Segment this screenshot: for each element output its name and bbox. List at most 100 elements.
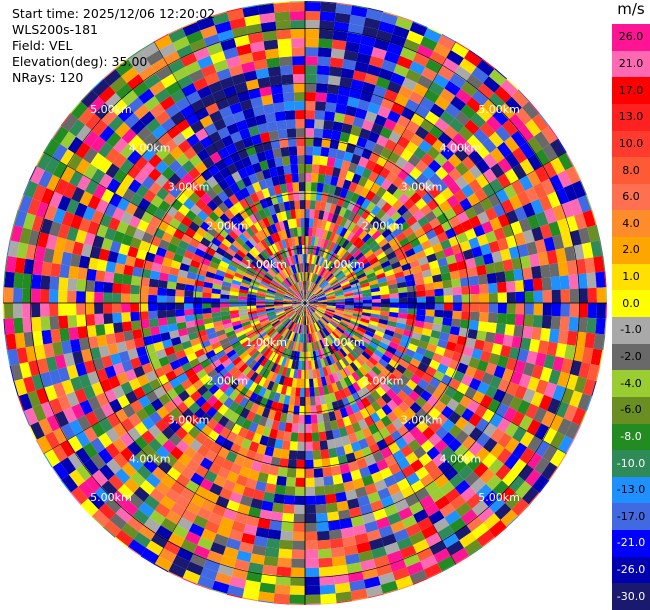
velocity-bin xyxy=(153,254,165,265)
velocity-bin xyxy=(533,457,550,475)
velocity-bin xyxy=(349,234,359,244)
velocity-bin xyxy=(181,408,194,421)
velocity-bin xyxy=(222,508,238,521)
velocity-bin xyxy=(312,450,322,460)
velocity-bin xyxy=(323,286,332,292)
velocity-bin xyxy=(443,295,453,303)
velocity-bin xyxy=(75,431,91,448)
velocity-bin xyxy=(305,173,312,183)
velocity-bin xyxy=(522,362,535,377)
velocity-bin xyxy=(83,426,98,443)
velocity-bin xyxy=(280,259,287,269)
velocity-bin xyxy=(429,50,447,66)
velocity-bin xyxy=(381,367,393,378)
velocity-bin xyxy=(356,52,372,65)
velocity-bin xyxy=(184,284,195,292)
colorbar-tick-label: 0.0 xyxy=(622,296,640,310)
velocity-bin xyxy=(354,226,365,237)
velocity-bin xyxy=(49,276,60,291)
velocity-bin xyxy=(332,121,344,132)
velocity-bin xyxy=(302,290,305,300)
velocity-bin xyxy=(434,400,447,414)
velocity-bin xyxy=(149,270,161,280)
velocity-bin xyxy=(292,65,305,75)
velocity-bin xyxy=(429,103,445,118)
velocity-bin xyxy=(300,290,304,300)
colorbar-tick-label: -26.0 xyxy=(616,563,646,577)
velocity-bin xyxy=(184,60,201,75)
velocity-bin xyxy=(288,276,294,285)
velocity-bin xyxy=(305,414,312,424)
velocity-bin xyxy=(335,3,353,15)
velocity-bin xyxy=(240,407,251,419)
velocity-bin xyxy=(376,345,387,355)
velocity-bin xyxy=(44,431,60,449)
velocity-bin xyxy=(441,173,455,188)
velocity-bin xyxy=(361,261,371,270)
velocity-bin xyxy=(316,512,328,523)
velocity-bin xyxy=(236,222,246,234)
velocity-bin xyxy=(312,284,318,293)
velocity-bin xyxy=(326,294,336,299)
velocity-bin xyxy=(273,322,282,330)
velocity-bin xyxy=(63,352,76,367)
velocity-bin xyxy=(113,137,129,154)
velocity-bin xyxy=(461,435,476,451)
velocity-bin xyxy=(335,445,346,457)
velocity-bin xyxy=(114,183,129,198)
velocity-bin xyxy=(87,396,101,412)
velocity-bin xyxy=(271,419,280,431)
velocity-bin xyxy=(112,292,122,303)
velocity-bin xyxy=(313,128,324,138)
velocity-bin xyxy=(184,290,194,298)
velocity-bin xyxy=(306,281,309,291)
velocity-bin xyxy=(460,277,471,287)
velocity-bin xyxy=(387,278,397,286)
velocity-bin xyxy=(291,378,298,388)
velocity-bin xyxy=(343,480,355,492)
velocity-bin xyxy=(130,284,140,295)
velocity-bin xyxy=(474,339,485,351)
velocity-bin xyxy=(292,540,305,550)
velocity-bin xyxy=(189,553,207,568)
velocity-bin xyxy=(225,450,238,463)
velocity-bin xyxy=(164,249,176,261)
velocity-bin xyxy=(154,88,171,104)
velocity-bin xyxy=(238,296,248,300)
velocity-bin xyxy=(481,452,497,469)
velocity-bin xyxy=(475,432,491,448)
velocity-bin xyxy=(394,499,409,513)
velocity-bin xyxy=(327,345,334,355)
velocity-bin xyxy=(435,166,449,180)
velocity-bin xyxy=(205,187,218,200)
velocity-bin xyxy=(31,316,42,332)
velocity-bin xyxy=(314,311,323,318)
velocity-bin xyxy=(311,173,319,183)
velocity-bin xyxy=(44,139,61,157)
velocity-bin xyxy=(133,206,146,220)
velocity-bin xyxy=(203,33,221,48)
velocity-bin xyxy=(163,400,176,414)
velocity-bin xyxy=(229,313,240,319)
velocity-bin xyxy=(314,322,321,331)
velocity-bin xyxy=(308,303,318,306)
velocity-bin xyxy=(477,83,495,100)
velocity-bin xyxy=(203,317,214,325)
velocity-bin xyxy=(219,260,230,269)
velocity-bin xyxy=(286,290,295,296)
velocity-bin xyxy=(116,253,128,265)
velocity-bin xyxy=(308,301,318,303)
velocity-bin xyxy=(298,272,302,282)
velocity-bin xyxy=(247,290,258,296)
velocity-bin xyxy=(565,152,575,167)
velocity-bin xyxy=(221,238,232,248)
velocity-bin xyxy=(272,264,280,274)
velocity-bin xyxy=(488,520,507,537)
velocity-bin xyxy=(439,110,455,126)
velocity-bin xyxy=(396,55,413,70)
velocity-bin xyxy=(196,584,212,591)
velocity-bin xyxy=(209,151,222,164)
velocity-bin xyxy=(134,450,150,465)
velocity-bin xyxy=(560,232,574,248)
velocity-bin xyxy=(276,120,287,131)
